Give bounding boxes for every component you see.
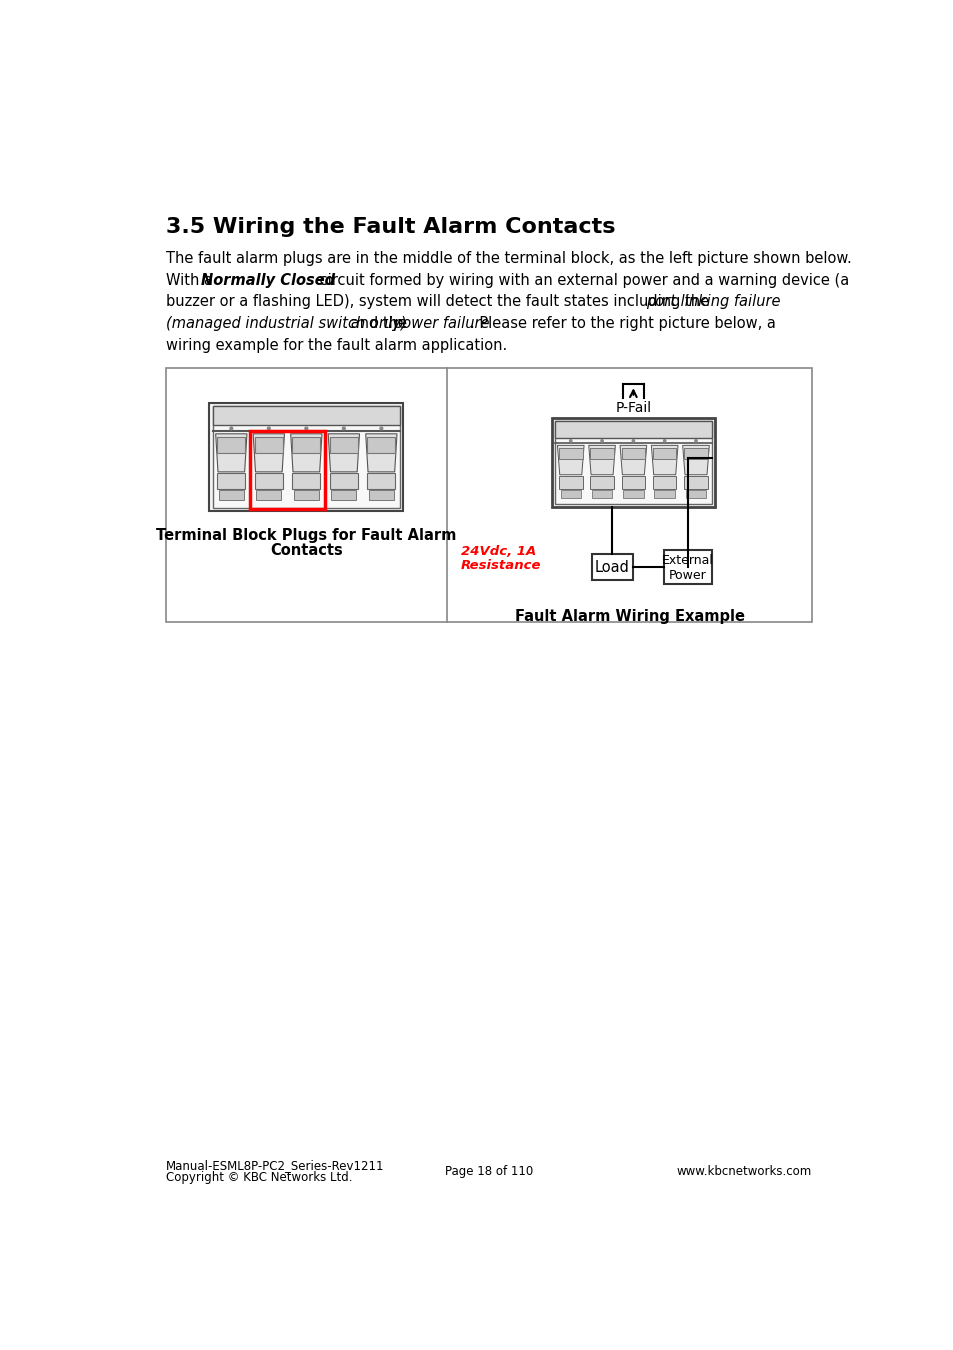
Circle shape bbox=[694, 440, 697, 441]
Text: 3.5 Wiring the Fault Alarm Contacts: 3.5 Wiring the Fault Alarm Contacts bbox=[166, 217, 615, 238]
Bar bbox=[552, 418, 714, 508]
Polygon shape bbox=[557, 446, 583, 475]
Polygon shape bbox=[328, 433, 359, 472]
Text: 24Vdc, 1A: 24Vdc, 1A bbox=[460, 545, 536, 559]
Text: The fault alarm plugs are in the middle of the terminal block, as the left pictu: The fault alarm plugs are in the middle … bbox=[166, 251, 851, 266]
Circle shape bbox=[230, 427, 233, 429]
Bar bbox=[591, 490, 612, 498]
Bar bbox=[555, 421, 711, 439]
Text: Fault Alarm Wiring Example: Fault Alarm Wiring Example bbox=[514, 609, 743, 624]
Polygon shape bbox=[365, 433, 396, 472]
Bar bbox=[590, 448, 613, 459]
Text: Copyright © KBC Networks Ltd.: Copyright © KBC Networks Ltd. bbox=[166, 1170, 352, 1184]
Polygon shape bbox=[291, 433, 322, 472]
Bar bbox=[331, 490, 356, 501]
Bar bbox=[217, 474, 245, 489]
Bar bbox=[213, 406, 399, 508]
Bar bbox=[292, 474, 320, 489]
Bar bbox=[683, 448, 707, 459]
Bar bbox=[213, 406, 399, 425]
Bar bbox=[294, 490, 318, 501]
Polygon shape bbox=[215, 433, 247, 472]
Polygon shape bbox=[682, 446, 709, 475]
Text: power failure: power failure bbox=[393, 316, 489, 331]
Text: wiring example for the fault alarm application.: wiring example for the fault alarm appli… bbox=[166, 338, 506, 352]
Text: . Please refer to the right picture below, a: . Please refer to the right picture belo… bbox=[470, 316, 776, 331]
Text: Resistance: Resistance bbox=[460, 559, 540, 572]
Bar bbox=[558, 448, 582, 459]
Text: (managed industrial switch only): (managed industrial switch only) bbox=[166, 316, 406, 331]
Bar bbox=[256, 490, 281, 501]
Bar bbox=[250, 431, 325, 509]
Text: Normally Closed: Normally Closed bbox=[200, 273, 335, 288]
Text: circuit formed by wiring with an external power and a warning device (a: circuit formed by wiring with an externa… bbox=[314, 273, 848, 288]
Polygon shape bbox=[253, 433, 284, 472]
Circle shape bbox=[379, 427, 382, 429]
Bar bbox=[367, 437, 395, 452]
Bar bbox=[592, 554, 632, 580]
Bar bbox=[663, 549, 711, 585]
Text: port linking failure: port linking failure bbox=[645, 294, 780, 309]
Circle shape bbox=[342, 427, 345, 429]
Bar bbox=[685, 490, 705, 498]
Bar bbox=[292, 437, 320, 452]
Bar bbox=[555, 421, 711, 504]
Bar bbox=[166, 369, 811, 622]
Text: P-Fail: P-Fail bbox=[615, 401, 651, 414]
Text: and the: and the bbox=[345, 316, 411, 331]
Bar bbox=[558, 477, 582, 489]
Bar bbox=[560, 490, 580, 498]
Bar bbox=[683, 477, 707, 489]
Text: Manual-ESML8P-PC2_Series-Rev1211: Manual-ESML8P-PC2_Series-Rev1211 bbox=[166, 1160, 384, 1172]
Text: Contacts: Contacts bbox=[270, 543, 342, 558]
Bar bbox=[621, 477, 644, 489]
Bar bbox=[330, 474, 357, 489]
Text: Load: Load bbox=[595, 560, 629, 575]
Text: Terminal Block Plugs for Fault Alarm: Terminal Block Plugs for Fault Alarm bbox=[156, 528, 456, 543]
Bar bbox=[652, 448, 676, 459]
Circle shape bbox=[600, 440, 602, 441]
Polygon shape bbox=[588, 446, 615, 475]
Circle shape bbox=[663, 440, 665, 441]
Polygon shape bbox=[619, 446, 646, 475]
Bar bbox=[369, 490, 394, 501]
Bar bbox=[621, 448, 644, 459]
Bar bbox=[218, 490, 244, 501]
Text: buzzer or a flashing LED), system will detect the fault states including the: buzzer or a flashing LED), system will d… bbox=[166, 294, 713, 309]
Bar bbox=[654, 490, 674, 498]
Text: www.kbcnetworks.com: www.kbcnetworks.com bbox=[676, 1165, 811, 1177]
Circle shape bbox=[267, 427, 270, 429]
Bar bbox=[254, 474, 283, 489]
Text: External
Power: External Power bbox=[661, 554, 713, 582]
Text: With a: With a bbox=[166, 273, 217, 288]
Polygon shape bbox=[651, 446, 678, 475]
Bar bbox=[217, 437, 245, 452]
Bar bbox=[210, 404, 403, 510]
Bar bbox=[622, 490, 643, 498]
Bar bbox=[367, 474, 395, 489]
Bar bbox=[254, 437, 283, 452]
Text: Page 18 of 110: Page 18 of 110 bbox=[444, 1165, 533, 1177]
Bar bbox=[330, 437, 357, 452]
Circle shape bbox=[305, 427, 308, 429]
Circle shape bbox=[569, 440, 572, 441]
Circle shape bbox=[632, 440, 634, 441]
Bar bbox=[590, 477, 613, 489]
Bar bbox=[652, 477, 676, 489]
